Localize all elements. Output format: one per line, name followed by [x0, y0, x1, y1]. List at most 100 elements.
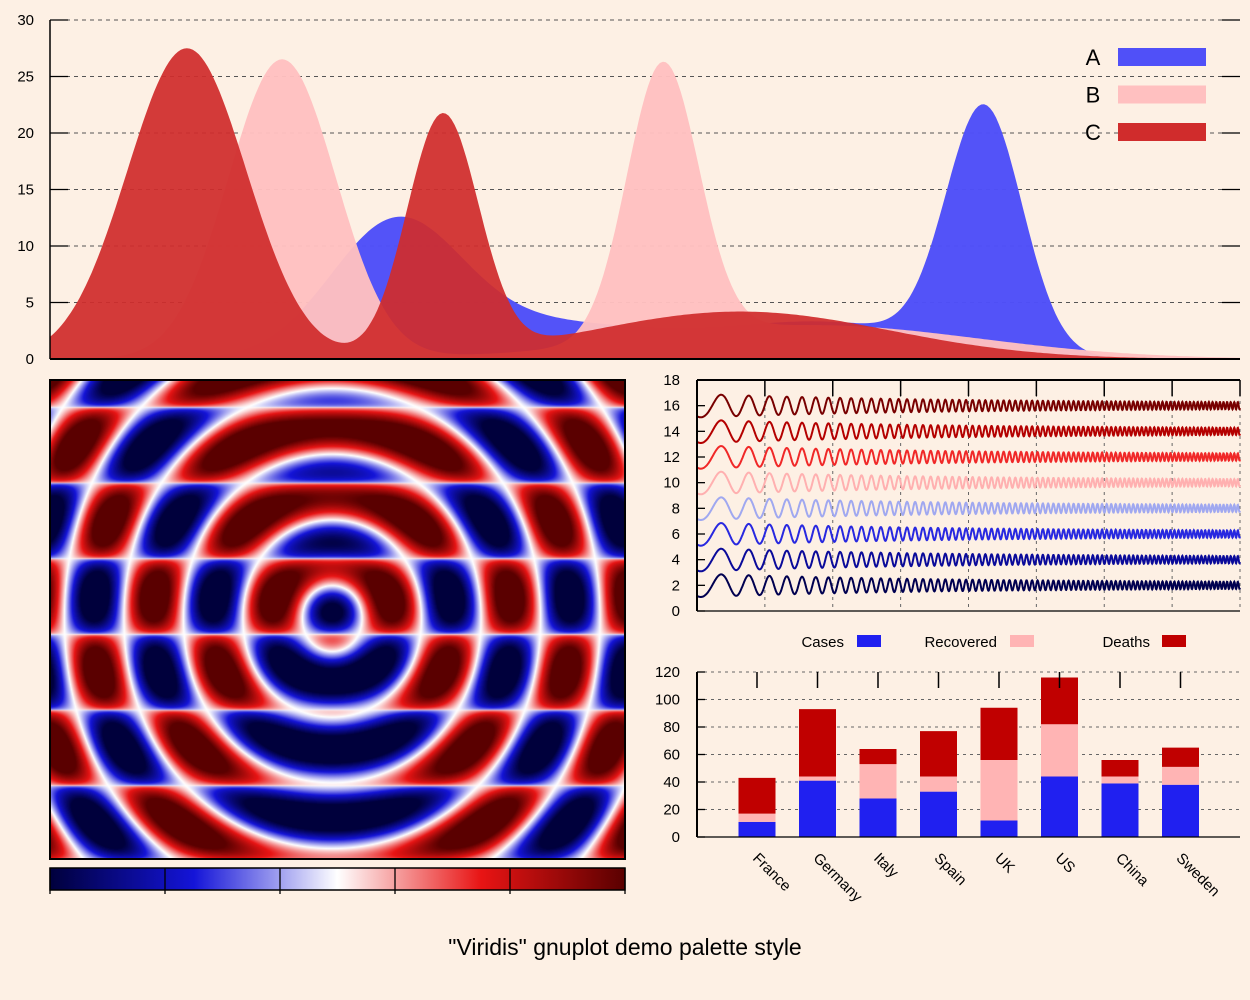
heatmap-frame — [49, 379, 626, 860]
bar-cases-us — [1041, 776, 1078, 837]
bar-category-label: Germany — [810, 850, 866, 906]
bar-deaths-sweden — [1162, 747, 1199, 767]
wave-y-tick-label: 0 — [672, 603, 680, 620]
area-y-tick-label: 25 — [17, 69, 34, 86]
area-legend-swatch — [1118, 85, 1206, 104]
stacked-bar-chart: Cases Recovered Deaths 0 20 40 60 80 100 120 Fra… — [655, 634, 1240, 906]
area-series-C — [50, 48, 1240, 359]
bar-recovered-uk — [980, 760, 1018, 821]
bar-chart-category-labels: France Germany Italy Spain UK US China Sweden — [749, 850, 1223, 906]
wave-chart-axes — [696, 379, 1241, 612]
bar-cases-france — [738, 821, 776, 837]
area-legend-label: A — [1086, 45, 1101, 70]
bar-y-tick-label: 100 — [655, 692, 680, 709]
wave-y-tick-label: 8 — [672, 500, 680, 517]
wave-chart-series — [696, 393, 1241, 598]
wave-series-line-16 — [696, 393, 1241, 419]
area-legend-label: B — [1086, 83, 1101, 108]
wave-y-tick-label: 12 — [663, 449, 680, 466]
wave-line-chart: 0 2 4 6 8 10 12 14 16 18 — [663, 372, 1241, 620]
bar-legend-swatch — [1162, 635, 1186, 647]
area-chart-series — [50, 48, 1240, 360]
wave-series-line-2 — [696, 573, 1241, 598]
bar-legend-label: Deaths — [1102, 634, 1150, 651]
bar-category-label: China — [1112, 850, 1152, 890]
wave-series-line-10 — [696, 470, 1241, 496]
bar-legend-label: Cases — [801, 634, 844, 651]
heatmap-image-holder — [50, 380, 625, 859]
bar-y-tick-label: 0 — [672, 829, 680, 846]
bar-category-label: Sweden — [1173, 850, 1223, 900]
wave-y-tick-label: 10 — [663, 475, 680, 492]
bar-y-tick-label: 60 — [663, 747, 680, 764]
bar-y-tick-label: 80 — [663, 719, 680, 736]
area-y-tick-label: 5 — [26, 295, 34, 312]
bar-category-label: Spain — [931, 850, 970, 889]
bar-recovered-china — [1101, 776, 1139, 784]
bar-recovered-italy — [859, 764, 897, 799]
heatmap-canvas — [50, 380, 625, 859]
bar-cases-germany — [799, 780, 836, 837]
bar-cases-spain — [920, 791, 957, 837]
bar-cases-italy — [859, 798, 897, 837]
bar-cases-sweden — [1162, 784, 1199, 837]
wave-series-line-8 — [696, 496, 1241, 521]
bar-legend-swatch — [1010, 635, 1034, 647]
wave-y-tick-label: 18 — [663, 372, 680, 389]
bar-deaths-italy — [859, 749, 897, 765]
bar-recovered-germany — [799, 776, 836, 781]
bar-recovered-spain — [920, 776, 957, 792]
area-y-tick-label: 20 — [17, 125, 34, 142]
bar-recovered-sweden — [1162, 766, 1199, 785]
figure-title: "Viridis" gnuplot demo palette style — [448, 934, 802, 960]
bar-legend-swatch — [857, 635, 881, 647]
area-chart-legend: ABC — [1085, 45, 1206, 145]
wave-y-tick-label: 6 — [672, 526, 680, 543]
bar-y-tick-label: 20 — [663, 802, 680, 819]
bar-category-label: Italy — [870, 850, 902, 882]
area-legend-swatch — [1118, 123, 1206, 141]
bar-deaths-spain — [920, 731, 957, 777]
bar-chart-bars — [738, 677, 1199, 837]
wave-series-line-4 — [696, 547, 1241, 573]
bar-recovered-us — [1041, 724, 1078, 777]
area-legend-label: C — [1085, 120, 1101, 145]
wave-series-line-6 — [696, 522, 1241, 547]
bar-category-label: US — [1052, 850, 1079, 877]
area-legend-swatch — [1118, 48, 1206, 66]
wave-y-tick-label: 2 — [672, 577, 680, 594]
wave-series-line-12 — [696, 445, 1241, 470]
area-y-tick-label: 10 — [17, 238, 34, 255]
bar-chart-gridlines — [697, 671, 1240, 810]
density-area-chart: 0 5 10 15 20 25 30 ABC — [17, 12, 1240, 368]
wave-series-line-14 — [696, 419, 1241, 444]
bar-legend-label: Recovered — [924, 634, 997, 651]
area-y-tick-label: 15 — [17, 182, 34, 199]
bar-category-label: UK — [991, 850, 1018, 877]
bar-chart-legend: Cases Recovered Deaths — [801, 634, 1186, 651]
bar-deaths-china — [1101, 760, 1139, 777]
wave-chart-gridlines — [764, 380, 1241, 611]
bar-y-tick-label: 40 — [663, 774, 680, 791]
wave-y-tick-label: 4 — [672, 552, 680, 569]
area-y-tick-label: 30 — [17, 12, 34, 29]
bar-deaths-germany — [799, 709, 836, 777]
bar-recovered-france — [738, 813, 776, 822]
colorbox-ticks — [49, 868, 626, 894]
area-y-tick-label: 0 — [26, 351, 34, 368]
bar-category-label: France — [749, 850, 794, 895]
interference-heatmap — [49, 379, 626, 894]
bar-chart-axes — [696, 671, 1240, 838]
bar-cases-uk — [980, 820, 1018, 837]
wave-chart-y-tick-labels: 0 2 4 6 8 10 12 14 16 18 — [663, 372, 680, 620]
bar-y-tick-label: 120 — [655, 664, 680, 681]
wave-y-tick-label: 14 — [663, 423, 680, 440]
wave-y-tick-label: 16 — [663, 398, 680, 415]
bar-cases-china — [1101, 783, 1139, 837]
area-chart-axes — [49, 19, 1240, 360]
bar-deaths-france — [738, 777, 776, 814]
area-chart-y-tick-labels: 0 5 10 15 20 25 30 — [17, 12, 34, 368]
bar-chart-y-tick-labels: 0 20 40 60 80 100 120 — [655, 664, 680, 846]
heatmap-colorbox — [49, 867, 626, 891]
